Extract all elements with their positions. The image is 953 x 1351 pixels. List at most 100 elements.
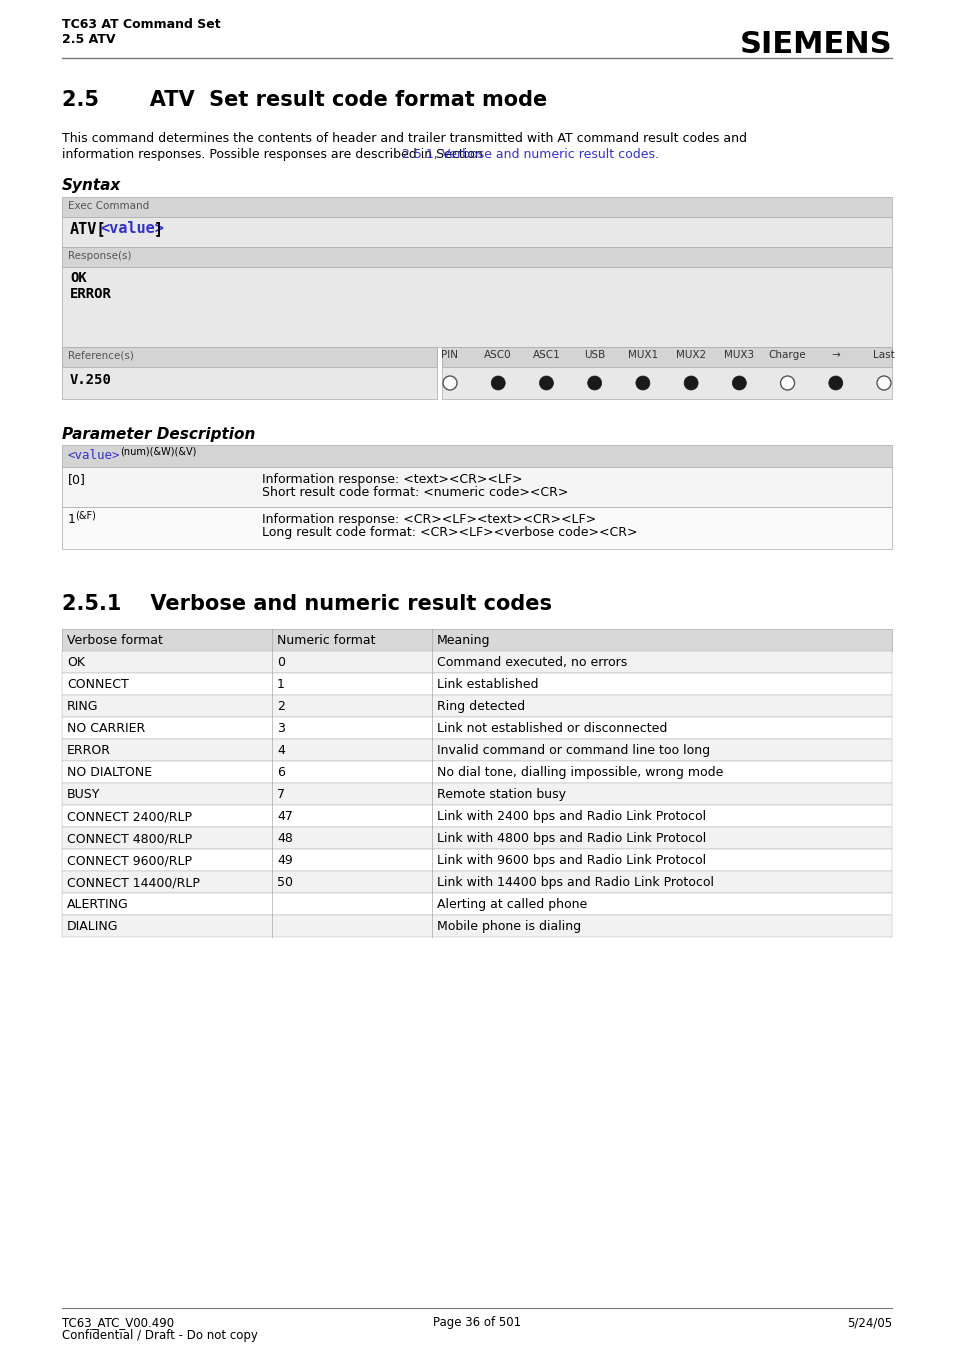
Text: CONNECT 9600/RLP: CONNECT 9600/RLP [67, 854, 192, 867]
Text: BUSY: BUSY [67, 788, 100, 801]
Text: Numeric format: Numeric format [276, 634, 375, 647]
Bar [62, 739, 891, 761]
Text: Reference(s): Reference(s) [68, 351, 133, 361]
Text: MUX2: MUX2 [676, 350, 705, 359]
Bar [62, 630, 891, 651]
Text: MUX3: MUX3 [723, 350, 754, 359]
Text: Verbose format: Verbose format [67, 634, 163, 647]
Text: 7: 7 [276, 788, 285, 801]
Text: Link established: Link established [436, 678, 537, 690]
Text: ALERTING: ALERTING [67, 898, 129, 911]
Bar [62, 467, 891, 507]
Circle shape [587, 376, 601, 390]
Text: Confidential / Draft - Do not copy: Confidential / Draft - Do not copy [62, 1329, 257, 1342]
Text: Information response: <CR><LF><text><CR><LF>: Information response: <CR><LF><text><CR>… [262, 513, 596, 526]
Text: CONNECT 4800/RLP: CONNECT 4800/RLP [67, 832, 192, 844]
Text: OK: OK [67, 657, 85, 669]
Text: This command determines the contents of header and trailer transmitted with AT c: This command determines the contents of … [62, 132, 746, 145]
Text: 48: 48 [276, 832, 293, 844]
Text: ATV[: ATV[ [70, 222, 107, 236]
Text: CONNECT 14400/RLP: CONNECT 14400/RLP [67, 875, 200, 889]
Circle shape [876, 376, 890, 390]
Bar [441, 347, 891, 367]
Text: (&F): (&F) [75, 509, 95, 520]
Text: information responses. Possible responses are described in Section: information responses. Possible response… [62, 149, 486, 161]
Text: DIALING: DIALING [67, 920, 118, 934]
Text: Long result code format: <CR><LF><verbose code><CR>: Long result code format: <CR><LF><verbos… [262, 526, 637, 539]
Text: SIEMENS: SIEMENS [739, 30, 891, 59]
Text: Remote station busy: Remote station busy [436, 788, 565, 801]
Text: ASC1: ASC1 [532, 350, 559, 359]
Text: Link not established or disconnected: Link not established or disconnected [436, 721, 667, 735]
Bar [62, 805, 891, 827]
Text: PIN: PIN [441, 350, 458, 359]
Bar [62, 267, 891, 347]
Text: NO CARRIER: NO CARRIER [67, 721, 145, 735]
Text: 50: 50 [276, 875, 293, 889]
Text: 0: 0 [276, 657, 285, 669]
Text: ERROR: ERROR [67, 744, 111, 757]
Text: Exec Command: Exec Command [68, 201, 149, 211]
Bar [62, 444, 891, 467]
Text: Mobile phone is dialing: Mobile phone is dialing [436, 920, 580, 934]
Text: 6: 6 [276, 766, 285, 780]
Text: →: → [830, 350, 840, 359]
Text: No dial tone, dialling impossible, wrong mode: No dial tone, dialling impossible, wrong… [436, 766, 722, 780]
Circle shape [780, 376, 794, 390]
Bar [62, 347, 436, 399]
Text: 4: 4 [276, 744, 285, 757]
Text: Page 36 of 501: Page 36 of 501 [433, 1316, 520, 1329]
Bar [62, 247, 891, 267]
Text: Syntax: Syntax [62, 178, 121, 193]
Text: OK: OK [70, 272, 87, 285]
Text: 5/24/05: 5/24/05 [846, 1316, 891, 1329]
Text: ASC0: ASC0 [484, 350, 512, 359]
Circle shape [636, 376, 649, 390]
Circle shape [538, 376, 553, 390]
Text: 2.5.1    Verbose and numeric result codes: 2.5.1 Verbose and numeric result codes [62, 594, 552, 613]
Text: Command executed, no errors: Command executed, no errors [436, 657, 626, 669]
Bar [62, 784, 891, 805]
Text: Short result code format: <numeric code><CR>: Short result code format: <numeric code>… [262, 486, 568, 499]
Text: RING: RING [67, 700, 98, 713]
Text: Response(s): Response(s) [68, 251, 132, 261]
Text: Information response: <text><CR><LF>: Information response: <text><CR><LF> [262, 473, 522, 486]
Bar [62, 197, 891, 218]
Bar [62, 915, 891, 938]
Text: 49: 49 [276, 854, 293, 867]
Text: Link with 9600 bps and Radio Link Protocol: Link with 9600 bps and Radio Link Protoc… [436, 854, 705, 867]
Text: 2.5 ATV: 2.5 ATV [62, 32, 115, 46]
Text: Charge: Charge [768, 350, 805, 359]
Text: ]: ] [154, 222, 163, 236]
Text: TC63 AT Command Set: TC63 AT Command Set [62, 18, 220, 31]
Bar [62, 651, 891, 673]
Text: <value>: <value> [68, 449, 120, 462]
Circle shape [828, 376, 841, 390]
Text: 47: 47 [276, 811, 293, 823]
Text: Link with 2400 bps and Radio Link Protocol: Link with 2400 bps and Radio Link Protoc… [436, 811, 705, 823]
Text: 2: 2 [276, 700, 285, 713]
Text: Meaning: Meaning [436, 634, 490, 647]
Text: 3: 3 [276, 721, 285, 735]
Text: TC63_ATC_V00.490: TC63_ATC_V00.490 [62, 1316, 174, 1329]
Bar [62, 761, 891, 784]
Bar [62, 673, 891, 694]
Text: ERROR: ERROR [70, 286, 112, 301]
Text: Ring detected: Ring detected [436, 700, 524, 713]
Text: Invalid command or command line too long: Invalid command or command line too long [436, 744, 709, 757]
Circle shape [683, 376, 698, 390]
Text: Parameter Description: Parameter Description [62, 427, 255, 442]
Text: USB: USB [583, 350, 604, 359]
Text: V.250: V.250 [70, 373, 112, 386]
Bar [62, 717, 891, 739]
Circle shape [491, 376, 505, 390]
Bar [62, 694, 891, 717]
Text: [0]: [0] [68, 473, 86, 486]
Bar [62, 347, 436, 367]
Bar [441, 347, 891, 399]
Text: Last: Last [872, 350, 894, 359]
Text: (num)(&W)(&V): (num)(&W)(&V) [120, 447, 196, 457]
Text: 2.5.1, Verbose and numeric result codes.: 2.5.1, Verbose and numeric result codes. [401, 149, 658, 161]
Text: CONNECT: CONNECT [67, 678, 129, 690]
Text: MUX1: MUX1 [627, 350, 658, 359]
